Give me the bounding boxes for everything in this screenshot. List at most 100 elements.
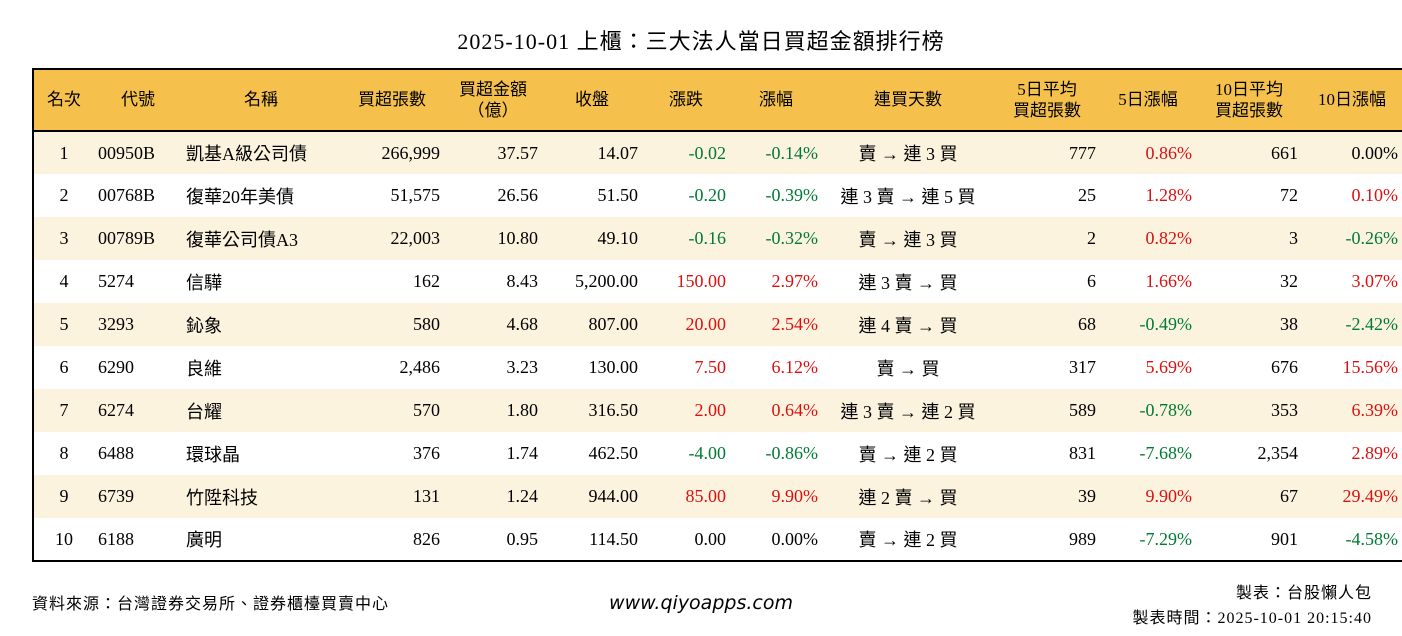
cell-change: -0.02	[688, 142, 727, 163]
cell-avg5: 2	[1087, 228, 1096, 248]
cell-buy-volume: 580	[413, 314, 440, 334]
cell-rank: 7	[59, 400, 69, 420]
cell-avg10: 353	[1271, 400, 1298, 420]
cell-rank: 1	[59, 142, 69, 163]
cell-change-pct: 0.00%	[771, 528, 819, 549]
cell-name: 復華20年美債	[186, 186, 294, 207]
cell-pct10: 0.10%	[1351, 185, 1399, 205]
cell-rank: 3	[59, 228, 69, 248]
cell-buy-amount: 1.74	[506, 443, 539, 463]
cell-buy-amount: 8.43	[506, 271, 539, 291]
cell-rank: 6	[59, 357, 69, 377]
cell-close: 5,200.00	[575, 271, 638, 291]
cell-change: -0.16	[688, 228, 727, 248]
header-avg5-line1: 5日平均	[1017, 79, 1077, 99]
footer-right-block: 製表：台股懶人包 製表時間：2025-10-01 20:15:40	[1132, 582, 1372, 632]
cell-avg10: 901	[1271, 528, 1298, 549]
cell-rank: 4	[59, 271, 69, 291]
cell-avg10: 3	[1289, 228, 1298, 248]
cell-change-pct: 0.64%	[771, 400, 819, 420]
cell-name: 信驊	[186, 272, 222, 293]
cell-close: 462.50	[588, 443, 639, 463]
ranking-table: 名次 代號 名稱 買超張數 買超金額 （億） 收盤 漲跌 漲幅 連買天數 5日平均…	[32, 68, 1402, 562]
cell-avg10: 661	[1271, 142, 1298, 163]
cell-change-pct: -0.32%	[765, 228, 819, 248]
cell-rank: 5	[59, 314, 69, 334]
cell-avg10: 2,354	[1257, 443, 1299, 463]
cell-close: 14.07	[597, 142, 639, 163]
cell-change: -0.20	[688, 185, 727, 205]
cell-avg5: 39	[1078, 486, 1096, 506]
cell-close: 51.50	[597, 185, 639, 205]
cell-rank: 8	[59, 443, 69, 463]
footer-generated-time: 製表時間：2025-10-01 20:15:40	[1132, 609, 1372, 627]
cell-code: 00768B	[98, 185, 156, 205]
cell-close: 114.50	[589, 528, 638, 549]
cell-avg5: 831	[1069, 443, 1096, 463]
cell-avg10: 32	[1280, 271, 1298, 291]
cell-code: 5274	[98, 271, 134, 291]
cell-pct5: 5.69%	[1145, 357, 1193, 377]
cell-change: -4.00	[688, 443, 727, 463]
cell-change: 2.00	[694, 400, 727, 420]
cell-pct10: 3.07%	[1351, 271, 1399, 291]
cell-pct5: -0.78%	[1139, 400, 1193, 420]
header-avg5-line2: 買超張數	[1013, 101, 1081, 120]
cell-streak: 連 4 賣 → 買	[858, 315, 958, 336]
header-cell-close: 收盤	[542, 69, 642, 132]
page-title: 2025-10-01 上櫃：三大法人當日買超金額排行榜	[457, 29, 945, 54]
cell-name: 復華公司債A3	[186, 229, 298, 250]
header-cell-avg10: 10日平均 買超張數	[1196, 69, 1302, 132]
table-row: 10 6188 廣明 826 0.95 114.50 0.00 0.00% 賣 → 連 2 買 9…	[33, 518, 1402, 561]
cell-streak: 連 3 賣 → 買	[858, 272, 958, 293]
table-row: 8 6488 環球晶 376 1.74 462.50 -4.00 -0.86% 賣 → 連 2 …	[33, 432, 1402, 475]
footer-author: 製表：台股懶人包	[1235, 585, 1372, 602]
cell-pct5: 1.28%	[1145, 185, 1193, 205]
header-buy-amount-line2: （億）	[467, 101, 519, 120]
cell-pct10: -0.26%	[1345, 228, 1399, 248]
cell-name: 環球晶	[186, 444, 240, 465]
cell-close: 316.50	[588, 400, 639, 420]
cell-pct10: 15.56%	[1342, 357, 1399, 377]
cell-pct10: -4.58%	[1345, 528, 1399, 549]
cell-close: 944.00	[588, 486, 639, 506]
cell-rank: 2	[59, 185, 69, 205]
table-header: 名次 代號 名稱 買超張數 買超金額 （億） 收盤 漲跌 漲幅 連買天數 5日平均…	[33, 69, 1402, 132]
cell-buy-volume: 2,486	[399, 357, 441, 377]
cell-streak: 賣 → 買	[876, 358, 940, 379]
cell-name: 台耀	[186, 401, 222, 422]
cell-name: 良維	[186, 358, 222, 379]
cell-pct5: 9.90%	[1145, 486, 1193, 506]
cell-rank: 10	[55, 528, 73, 549]
cell-pct10: 0.00%	[1351, 142, 1399, 163]
table-row: 1 00950B 凱基A級公司債 266,999 37.57 14.07 -0.02 -0.1…	[33, 131, 1402, 174]
cell-buy-amount: 1.24	[506, 486, 539, 506]
table-row: 9 6739 竹陞科技 131 1.24 944.00 85.00 9.90% 連 2 賣 → …	[33, 475, 1402, 518]
cell-code: 6188	[98, 528, 134, 549]
table-row: 5 3293 鈊象 580 4.68 807.00 20.00 2.54% 連 4 賣 → 買 6…	[33, 303, 1402, 346]
cell-code: 6488	[98, 443, 134, 463]
cell-close: 130.00	[588, 357, 639, 377]
cell-pct5: 0.82%	[1145, 228, 1193, 248]
cell-code: 6290	[98, 357, 134, 377]
cell-name: 鈊象	[186, 315, 222, 336]
header-avg10-line1: 10日平均	[1215, 79, 1283, 99]
cell-buy-amount: 4.68	[506, 314, 539, 334]
cell-buy-amount: 1.80	[506, 400, 539, 420]
table-body: 1 00950B 凱基A級公司債 266,999 37.57 14.07 -0.02 -0.1…	[33, 131, 1402, 561]
header-cell-change: 漲跌	[642, 69, 730, 132]
cell-pct10: 2.89%	[1351, 443, 1399, 463]
cell-pct5: 0.86%	[1145, 142, 1193, 163]
header-cell-rank: 名次	[33, 69, 94, 132]
cell-name: 竹陞科技	[186, 487, 258, 508]
cell-change-pct: -0.14%	[765, 142, 819, 163]
table-row: 2 00768B 復華20年美債 51,575 26.56 51.50 -0.20 -0.39…	[33, 174, 1402, 217]
cell-code: 6274	[98, 400, 134, 420]
cell-buy-amount: 10.80	[497, 228, 539, 248]
cell-change: 150.00	[676, 271, 727, 291]
cell-buy-volume: 266,999	[381, 142, 441, 163]
cell-code: 3293	[98, 314, 134, 334]
cell-buy-volume: 570	[413, 400, 440, 420]
cell-streak: 賣 → 連 2 買	[858, 530, 958, 550]
cell-change-pct: 2.54%	[771, 314, 819, 334]
